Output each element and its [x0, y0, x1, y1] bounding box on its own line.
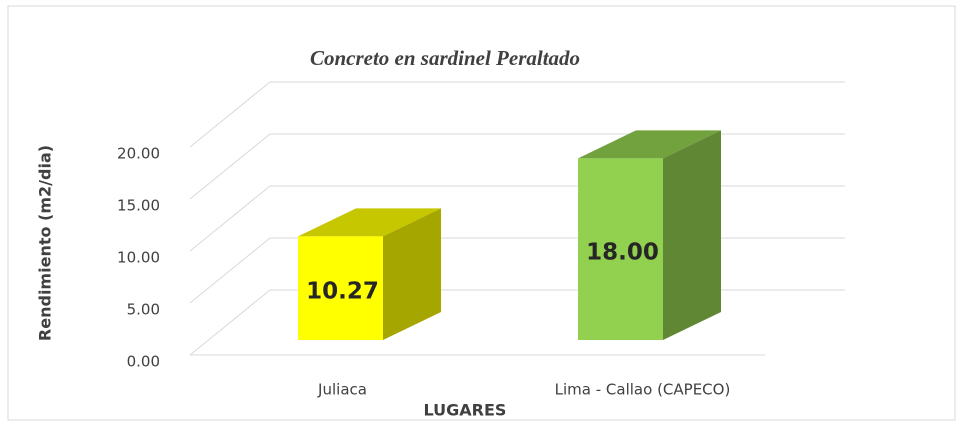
chart-frame — [7, 5, 956, 421]
y-axis-label: Rendimiento (m2/dia) — [36, 145, 55, 341]
bar-top — [578, 130, 721, 159]
y-tick-label: 5.00 — [127, 301, 160, 319]
grid-line — [189, 81, 845, 148]
y-tick-label: 15.00 — [117, 197, 160, 215]
x-tick-label: Juliaca — [317, 381, 367, 399]
chart-title: Concreto en sardinel Peraltado — [310, 46, 580, 70]
data-label: 18.00 — [586, 240, 659, 266]
bar-side — [663, 130, 721, 340]
bar-side — [383, 208, 441, 340]
y-tick-label: 0.00 — [127, 353, 160, 371]
x-axis-label: LUGARES — [424, 401, 507, 420]
bar — [578, 158, 663, 340]
y-tick-label: 20.00 — [117, 145, 160, 163]
bar — [298, 236, 383, 340]
x-tick-label: Lima - Callao (CAPECO) — [555, 381, 731, 399]
y-tick-label: 10.00 — [117, 249, 160, 267]
data-label: 10.27 — [306, 279, 379, 305]
bar-top — [298, 208, 441, 237]
